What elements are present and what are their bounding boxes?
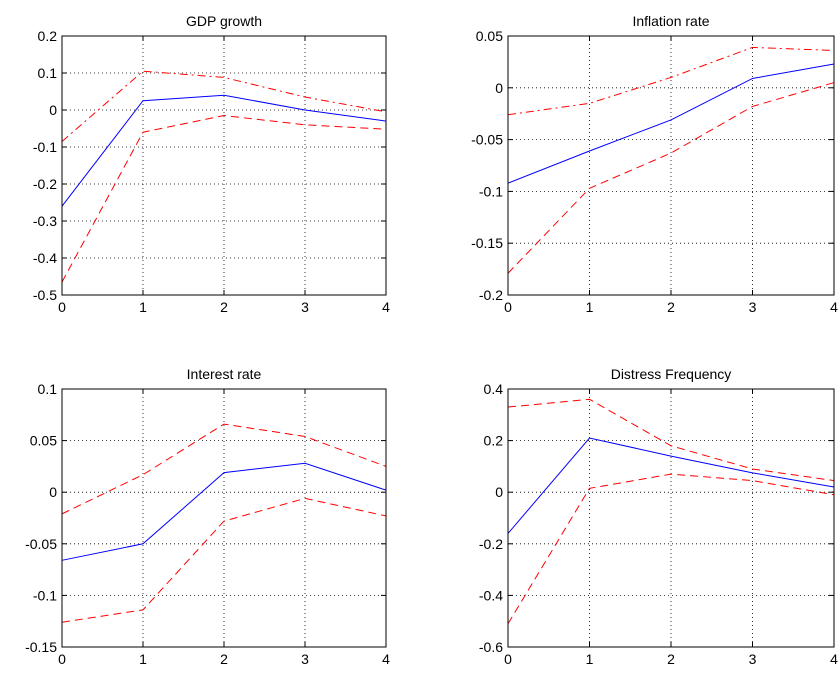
series-line-lower (61, 497, 387, 623)
panel-gdp-growth: 0 1 2 3 4 -0.5 -0.4 -0.3 -0.2 -0.1 0 0.1 0.2 GDP grow… (33, 13, 390, 315)
panel-title: Inflation rate (632, 13, 709, 29)
y-tick-label: -0.4 (479, 587, 503, 603)
x-tick-label: 3 (301, 299, 309, 315)
y-tick-label: -0.6 (479, 639, 503, 655)
y-tick-label: 0.4 (484, 381, 504, 397)
series-line-estimate (61, 462, 387, 561)
x-tick-label: 4 (382, 299, 390, 315)
x-tick-label: 1 (139, 299, 147, 315)
axes-background (62, 36, 386, 295)
panel-title: Interest rate (187, 366, 262, 382)
y-tick-label: -0.2 (479, 536, 503, 552)
series-line-lower (507, 473, 835, 625)
panel-interest-rate: 0 1 2 3 4 -0.15 -0.1 -0.05 0 0.05 0.1 Interest rate (25, 366, 390, 667)
x-tick-label: 1 (139, 651, 147, 667)
x-tick-label: 2 (667, 651, 675, 667)
series-line-estimate (507, 437, 835, 534)
x-tick-label: 3 (301, 651, 309, 667)
y-tick-label: -0.05 (471, 132, 503, 148)
y-tick-label: -0.5 (33, 287, 57, 303)
y-tick-label: 0 (49, 484, 57, 500)
y-tick-label: 0.05 (30, 433, 57, 449)
series-line-lower (507, 82, 835, 274)
panel-distress-frequency: 0 1 2 3 4 -0.6 -0.4 -0.2 0 0.2 0.4 Distress Frequen… (479, 366, 838, 667)
series-line-lower (61, 115, 387, 283)
y-tick-label: -0.2 (479, 287, 503, 303)
y-tick-label: -0.2 (33, 176, 57, 192)
y-tick-label: -0.15 (471, 235, 503, 251)
y-tick-label: 0 (495, 484, 503, 500)
y-tick-label: -0.4 (33, 250, 57, 266)
y-tick-label: 0 (495, 80, 503, 96)
x-tick-label: 0 (504, 651, 512, 667)
x-tick-label: 2 (220, 651, 228, 667)
y-tick-label: -0.05 (25, 536, 57, 552)
y-tick-label: 0.1 (38, 65, 58, 81)
y-tick-label: -0.1 (33, 587, 57, 603)
x-tick-label: 2 (220, 299, 228, 315)
panel-title: Distress Frequency (611, 366, 732, 382)
y-tick-label: -0.15 (25, 639, 57, 655)
x-tick-label: 4 (382, 651, 390, 667)
x-tick-label: 1 (586, 299, 594, 315)
y-tick-label: 0.2 (38, 28, 58, 44)
series-line-upper (507, 46, 835, 116)
x-tick-label: 1 (586, 651, 594, 667)
x-tick-label: 0 (58, 299, 66, 315)
x-tick-label: 0 (58, 651, 66, 667)
y-tick-label: -0.3 (33, 213, 57, 229)
y-tick-label: -0.1 (33, 139, 57, 155)
x-tick-label: 2 (667, 299, 675, 315)
x-tick-label: 4 (830, 651, 838, 667)
y-tick-label: 0.1 (38, 381, 58, 397)
series-line-upper (61, 423, 387, 515)
y-tick-label: 0.2 (484, 433, 504, 449)
panel-inflation-rate: 0 1 2 3 4 -0.2 -0.15 -0.1 -0.05 0 0.05 Inflation ra… (471, 13, 838, 315)
y-tick-label: 0 (49, 102, 57, 118)
x-tick-label: 3 (749, 299, 757, 315)
panel-title: GDP growth (186, 13, 262, 29)
x-tick-label: 3 (749, 651, 757, 667)
axes-background (508, 36, 834, 295)
y-tick-label: 0.05 (476, 28, 503, 44)
x-tick-label: 4 (830, 299, 838, 315)
x-tick-label: 0 (504, 299, 512, 315)
y-tick-label: -0.1 (479, 183, 503, 199)
series-line-upper (507, 398, 835, 482)
series-line-estimate (61, 94, 387, 207)
series-line-estimate (507, 63, 835, 184)
